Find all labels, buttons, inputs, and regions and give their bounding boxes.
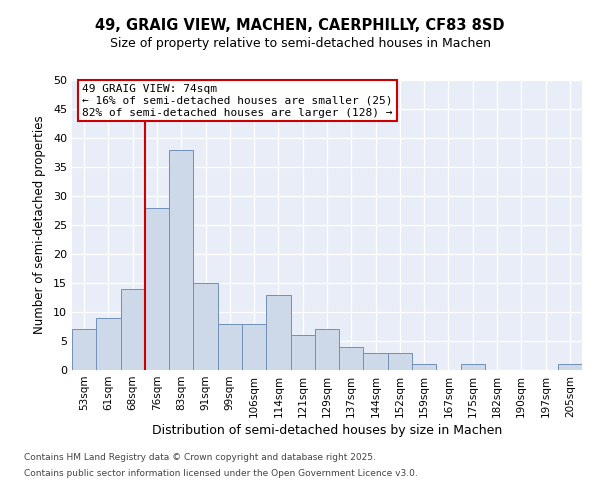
Bar — [193, 283, 218, 370]
Bar — [558, 364, 582, 370]
Bar — [364, 352, 388, 370]
Bar — [145, 208, 169, 370]
Text: 49, GRAIG VIEW, MACHEN, CAERPHILLY, CF83 8SD: 49, GRAIG VIEW, MACHEN, CAERPHILLY, CF83… — [95, 18, 505, 32]
Y-axis label: Number of semi-detached properties: Number of semi-detached properties — [33, 116, 46, 334]
Bar — [169, 150, 193, 370]
Bar — [96, 318, 121, 370]
Bar — [461, 364, 485, 370]
X-axis label: Distribution of semi-detached houses by size in Machen: Distribution of semi-detached houses by … — [152, 424, 502, 437]
Bar — [218, 324, 242, 370]
Bar — [242, 324, 266, 370]
Bar — [315, 330, 339, 370]
Text: Contains public sector information licensed under the Open Government Licence v3: Contains public sector information licen… — [24, 468, 418, 477]
Bar — [339, 347, 364, 370]
Bar — [290, 335, 315, 370]
Bar — [388, 352, 412, 370]
Bar — [72, 330, 96, 370]
Bar — [266, 294, 290, 370]
Bar — [412, 364, 436, 370]
Text: Contains HM Land Registry data © Crown copyright and database right 2025.: Contains HM Land Registry data © Crown c… — [24, 454, 376, 462]
Text: 49 GRAIG VIEW: 74sqm
← 16% of semi-detached houses are smaller (25)
82% of semi-: 49 GRAIG VIEW: 74sqm ← 16% of semi-detac… — [82, 84, 392, 117]
Text: Size of property relative to semi-detached houses in Machen: Size of property relative to semi-detach… — [110, 38, 491, 51]
Bar — [121, 289, 145, 370]
